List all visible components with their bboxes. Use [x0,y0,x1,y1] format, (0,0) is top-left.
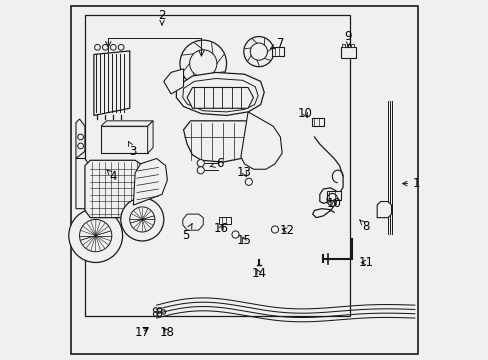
Polygon shape [350,44,353,47]
Polygon shape [346,44,349,47]
Text: 12: 12 [280,224,294,237]
Polygon shape [76,158,88,209]
Text: 10: 10 [326,197,341,210]
Polygon shape [183,214,203,230]
Text: 18: 18 [160,326,175,339]
Text: 7: 7 [270,37,284,50]
Circle shape [197,159,204,167]
Circle shape [244,37,273,67]
Text: 10: 10 [297,107,312,120]
Text: 13: 13 [237,166,251,179]
Polygon shape [183,121,255,162]
Polygon shape [187,87,253,108]
Polygon shape [272,46,284,56]
Polygon shape [342,44,345,47]
Text: 17: 17 [135,326,149,339]
Text: 4: 4 [107,170,117,183]
Polygon shape [147,121,153,153]
Text: 16: 16 [213,222,228,235]
Text: 2: 2 [158,9,165,25]
Circle shape [121,198,163,241]
Polygon shape [341,47,355,58]
Polygon shape [101,121,153,126]
Polygon shape [163,69,183,94]
Polygon shape [133,158,167,205]
Text: 5: 5 [181,224,192,242]
Text: 8: 8 [359,220,369,233]
Circle shape [271,226,278,233]
Polygon shape [94,51,129,116]
Circle shape [69,209,122,262]
Text: 3: 3 [128,141,137,158]
Polygon shape [241,112,282,169]
Polygon shape [326,192,340,200]
Polygon shape [101,126,147,153]
Polygon shape [219,217,230,224]
Polygon shape [311,118,324,126]
Polygon shape [376,202,391,218]
Circle shape [231,231,239,238]
Text: 9: 9 [344,30,351,46]
Polygon shape [176,72,264,116]
Text: 15: 15 [237,234,251,247]
Polygon shape [85,160,140,218]
Polygon shape [76,119,85,158]
Circle shape [180,40,226,87]
Circle shape [197,167,204,174]
Text: 1: 1 [402,177,420,190]
Text: 6: 6 [210,157,223,170]
Text: 14: 14 [251,267,266,280]
Circle shape [244,178,252,185]
Text: 11: 11 [358,256,373,269]
